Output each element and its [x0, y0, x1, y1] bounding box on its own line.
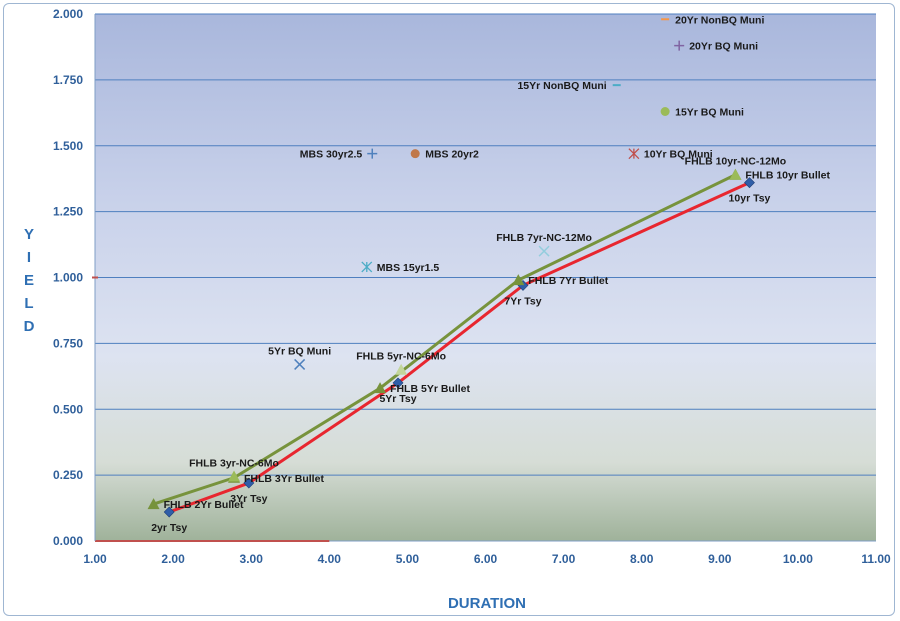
x-tick-label: 7.00 [552, 552, 576, 566]
data-label: FHLB 2Yr Bullet [164, 499, 244, 511]
y-axis-title-letter: Y [24, 226, 34, 243]
data-labels: 2yr Tsy 3Yr Tsy 5Yr Tsy 7Yr Tsy 10yr Tsy FHLB… [151, 14, 830, 534]
y-tick-label: 1.500 [53, 139, 83, 153]
data-label: 15Yr BQ Muni [675, 106, 744, 118]
data-label: MBS 15yr1.5 [377, 262, 440, 274]
data-label: 3Yr Tsy [230, 493, 267, 505]
y-tick-label: 1.750 [53, 73, 83, 87]
data-label: 20Yr NonBQ Muni [675, 14, 764, 26]
data-label: 7Yr Tsy [504, 295, 541, 307]
diamond-marker [243, 477, 255, 489]
data-label: 2yr Tsy [151, 522, 187, 534]
y-tick-label: 0.500 [53, 402, 83, 416]
y-tick-label: 0.250 [53, 468, 83, 482]
data-label: 5Yr Tsy [379, 393, 416, 405]
y-tick-label: 0.750 [53, 336, 83, 350]
data-label: FHLB 7Yr Bullet [528, 275, 608, 287]
diamond-marker [392, 377, 404, 389]
triangle-marker [374, 382, 387, 394]
x-tick-label: 9.00 [708, 552, 732, 566]
x-tick-label: 6.00 [474, 552, 498, 566]
data-label: FHLB 10yr Bullet [745, 170, 830, 182]
x-tick-label: 11.00 [861, 552, 891, 566]
x-tick-label: 8.00 [630, 552, 654, 566]
data-label: FHLB 3Yr Bullet [244, 473, 324, 485]
y-tick-label: 1.000 [53, 271, 83, 285]
diamond-marker [163, 506, 175, 518]
data-label: FHLB 3yr-NC-6Mo [189, 457, 279, 469]
star-marker [361, 261, 373, 273]
data-label: 15Yr NonBQ Muni [517, 80, 606, 92]
y-axis-title-letter: L [24, 295, 33, 312]
x-tick-label: 1.00 [83, 552, 107, 566]
data-label: MBS 30yr2.5 [300, 149, 363, 161]
y-tick-label: 0.000 [53, 534, 83, 548]
data-markers [147, 18, 755, 518]
gridlines [92, 13, 876, 542]
axis-ticks: 0.000 0.250 0.500 0.750 1.000 1.250 1.500 1.750… [53, 7, 891, 566]
x-tick-label: 4.00 [318, 552, 342, 566]
y-axis-title-letter: I [27, 249, 31, 266]
triangle-marker [729, 168, 742, 180]
y-tick-label: 1.250 [53, 205, 83, 219]
data-label: FHLB 5Yr Bullet [390, 383, 470, 395]
data-label: 5Yr BQ Muni [268, 345, 331, 357]
data-label: FHLB 5yr-NC-6Mo [356, 351, 446, 363]
x-marker [294, 358, 306, 370]
x-tick-label: 10.00 [783, 552, 813, 566]
circle-marker [410, 149, 420, 159]
y-axis-title-letter: D [24, 318, 35, 335]
plus-marker [367, 148, 378, 159]
x-marker [538, 245, 550, 257]
triangle-marker [147, 498, 160, 510]
data-label: MBS 20yr2 [425, 149, 479, 161]
y-axis-title-letter: E [24, 272, 34, 289]
triangle-marker [228, 470, 241, 482]
y-tick-label: 2.000 [53, 7, 83, 21]
star-marker [628, 148, 640, 160]
x-tick-label: 5.00 [396, 552, 420, 566]
triangle-marker [395, 363, 408, 375]
circle-marker [660, 106, 670, 116]
diamond-marker [744, 177, 755, 189]
plus-marker [674, 40, 685, 51]
data-label: 10Yr BQ Muni [644, 149, 713, 161]
triangle-marker [512, 274, 525, 286]
data-label: 10yr Tsy [729, 193, 771, 205]
data-label: 20Yr BQ Muni [689, 41, 758, 53]
data-label: FHLB 10yr-NC-12Mo [685, 156, 787, 168]
x-axis-title: DURATION [448, 595, 526, 612]
x-tick-label: 3.00 [240, 552, 264, 566]
data-label: FHLB 7yr-NC-12Mo [496, 232, 592, 244]
x-tick-label: 2.00 [161, 552, 185, 566]
